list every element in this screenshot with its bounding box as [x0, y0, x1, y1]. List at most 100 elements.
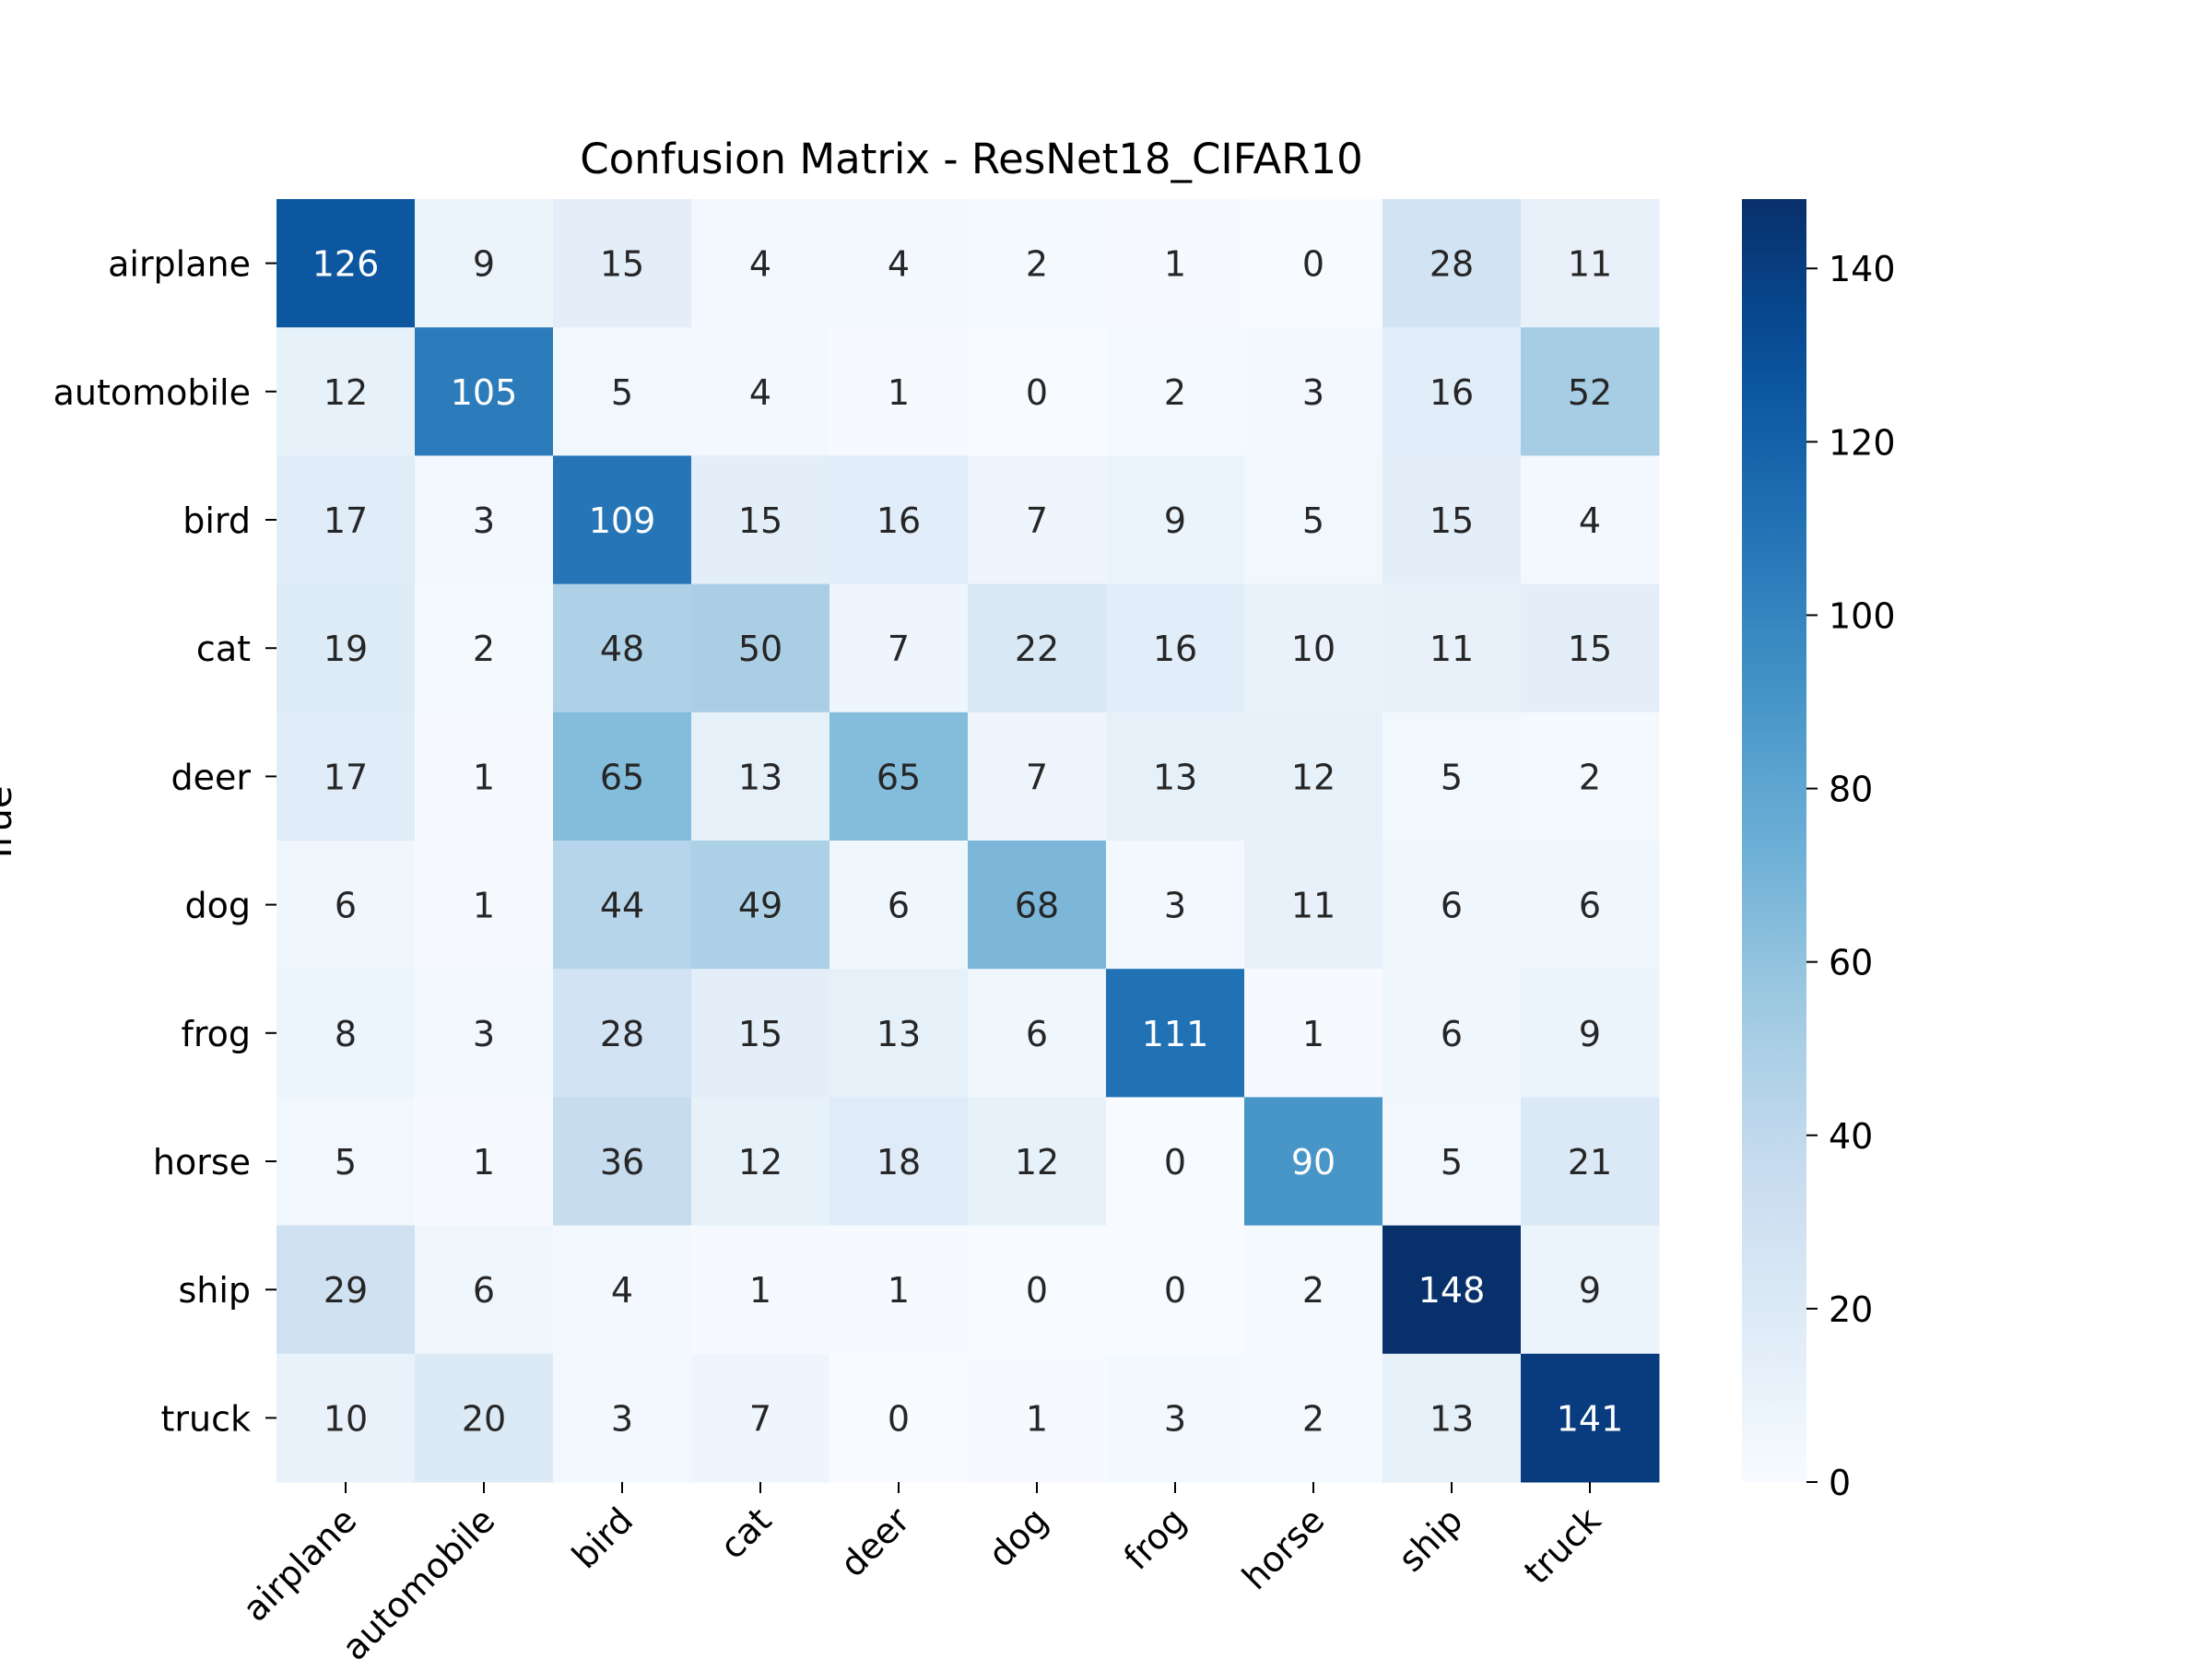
cell-value: 5: [611, 372, 633, 413]
heatmap-cell: [1521, 1353, 1660, 1483]
heatmap-cell: [968, 1353, 1107, 1483]
cell-value: 0: [1302, 244, 1324, 285]
x-tick-label: cat: [712, 1500, 779, 1567]
cell-value: 20: [462, 1398, 506, 1439]
heatmap-cell: [691, 1353, 830, 1483]
heatmap-cell: [1244, 327, 1383, 456]
heatmap-cell: [1521, 1225, 1660, 1355]
heatmap-cell: [553, 1097, 692, 1227]
cell-value: 18: [877, 1142, 921, 1182]
heatmap-cell: [1106, 327, 1245, 456]
cell-value: 6: [335, 886, 357, 926]
heatmap-cell: [1382, 327, 1522, 456]
heatmap-cell: [830, 712, 969, 841]
heatmap-cell: [830, 1353, 969, 1483]
heatmap-cell: [1244, 1353, 1383, 1483]
cell-value: 49: [738, 886, 782, 926]
heatmap-cell: [1382, 455, 1522, 585]
heatmap-cell: [968, 1097, 1107, 1227]
colorbar-tick-label: 140: [1829, 249, 1896, 289]
heatmap-cell: [1244, 969, 1383, 1098]
heatmap-cell: [691, 969, 830, 1098]
cell-value: 16: [1153, 629, 1197, 669]
heatmap-cell: [1382, 969, 1522, 1098]
cell-value: 10: [324, 1398, 368, 1439]
cell-value: 6: [1026, 1014, 1048, 1054]
cell-value: 126: [312, 244, 380, 285]
cell-value: 36: [600, 1142, 644, 1182]
heatmap-cell: [415, 327, 554, 456]
cell-value: 65: [600, 757, 644, 797]
y-tick-label: ship: [178, 1270, 251, 1311]
cell-value: 6: [1441, 1014, 1463, 1054]
heatmap-cell: [1244, 583, 1383, 713]
x-tick-label: frog: [1116, 1500, 1194, 1578]
heatmap-cell: [1382, 199, 1522, 328]
cell-value: 6: [473, 1270, 495, 1311]
cell-value: 29: [324, 1270, 368, 1311]
heatmap-cell: [830, 841, 969, 970]
heatmap-cell: [1106, 841, 1245, 970]
heatmap-cell: [415, 199, 554, 328]
colorbar-tick-label: 40: [1829, 1116, 1873, 1157]
cell-value: 12: [1291, 757, 1335, 797]
chart-title: Confusion Matrix - ResNet18_CIFAR10: [580, 135, 1363, 183]
heatmap-cell: [1244, 455, 1383, 585]
y-tick-label: cat: [196, 629, 251, 669]
heatmap-cell: [830, 1225, 969, 1355]
heatmap-cell: [1382, 1225, 1522, 1355]
cell-value: 2: [1579, 757, 1601, 797]
cell-value: 105: [451, 372, 518, 413]
y-axis-label: True: [0, 786, 20, 865]
heatmap-cell: [1521, 841, 1660, 970]
cell-value: 9: [1579, 1270, 1601, 1311]
x-tick-label: deer: [832, 1500, 918, 1585]
cell-value: 0: [888, 1398, 910, 1439]
cell-value: 65: [877, 757, 921, 797]
cell-value: 1: [1302, 1014, 1324, 1054]
heatmap-cell: [553, 841, 692, 970]
cell-value: 48: [600, 629, 644, 669]
cell-value: 6: [888, 886, 910, 926]
heatmap-cell: [1521, 327, 1660, 456]
heatmap-cell: [830, 583, 969, 713]
heatmap-cell: [968, 1225, 1107, 1355]
cell-value: 109: [589, 500, 656, 541]
heatmap-cell: [415, 712, 554, 841]
heatmap-cell: [691, 841, 830, 970]
cell-value: 141: [1557, 1398, 1624, 1439]
heatmap-cell: [1521, 712, 1660, 841]
cell-value: 1: [1026, 1398, 1048, 1439]
cell-value: 7: [1026, 500, 1048, 541]
heatmap-cell: [1382, 1353, 1522, 1483]
heatmap-cell: [1382, 583, 1522, 713]
cell-value: 3: [1302, 372, 1324, 413]
heatmap-cell: [276, 1225, 416, 1355]
colorbar-tick-label: 20: [1829, 1289, 1873, 1330]
heatmap-cells: [276, 199, 1660, 1483]
cell-value: 2: [473, 629, 495, 669]
cell-value: 111: [1142, 1014, 1209, 1054]
heatmap-cell: [691, 583, 830, 713]
cell-value: 13: [877, 1014, 921, 1054]
heatmap-cell: [276, 1353, 416, 1483]
cell-value: 1: [749, 1270, 771, 1311]
cell-value: 5: [335, 1142, 357, 1182]
heatmap-cell: [415, 969, 554, 1098]
y-tick-label: frog: [181, 1014, 251, 1054]
cell-value: 15: [738, 1014, 782, 1054]
heatmap-cell: [276, 455, 416, 585]
heatmap-cell: [276, 969, 416, 1098]
cell-value: 9: [1164, 500, 1186, 541]
heatmap-cell: [1521, 583, 1660, 713]
cell-value: 15: [1568, 629, 1612, 669]
cell-value: 0: [1164, 1270, 1186, 1311]
heatmap-cell: [830, 1097, 969, 1227]
cell-value: 68: [1015, 886, 1059, 926]
cell-value: 148: [1418, 1270, 1486, 1311]
heatmap-cell: [691, 327, 830, 456]
heatmap-cell: [1106, 1225, 1245, 1355]
heatmap-cell: [1106, 1097, 1245, 1227]
